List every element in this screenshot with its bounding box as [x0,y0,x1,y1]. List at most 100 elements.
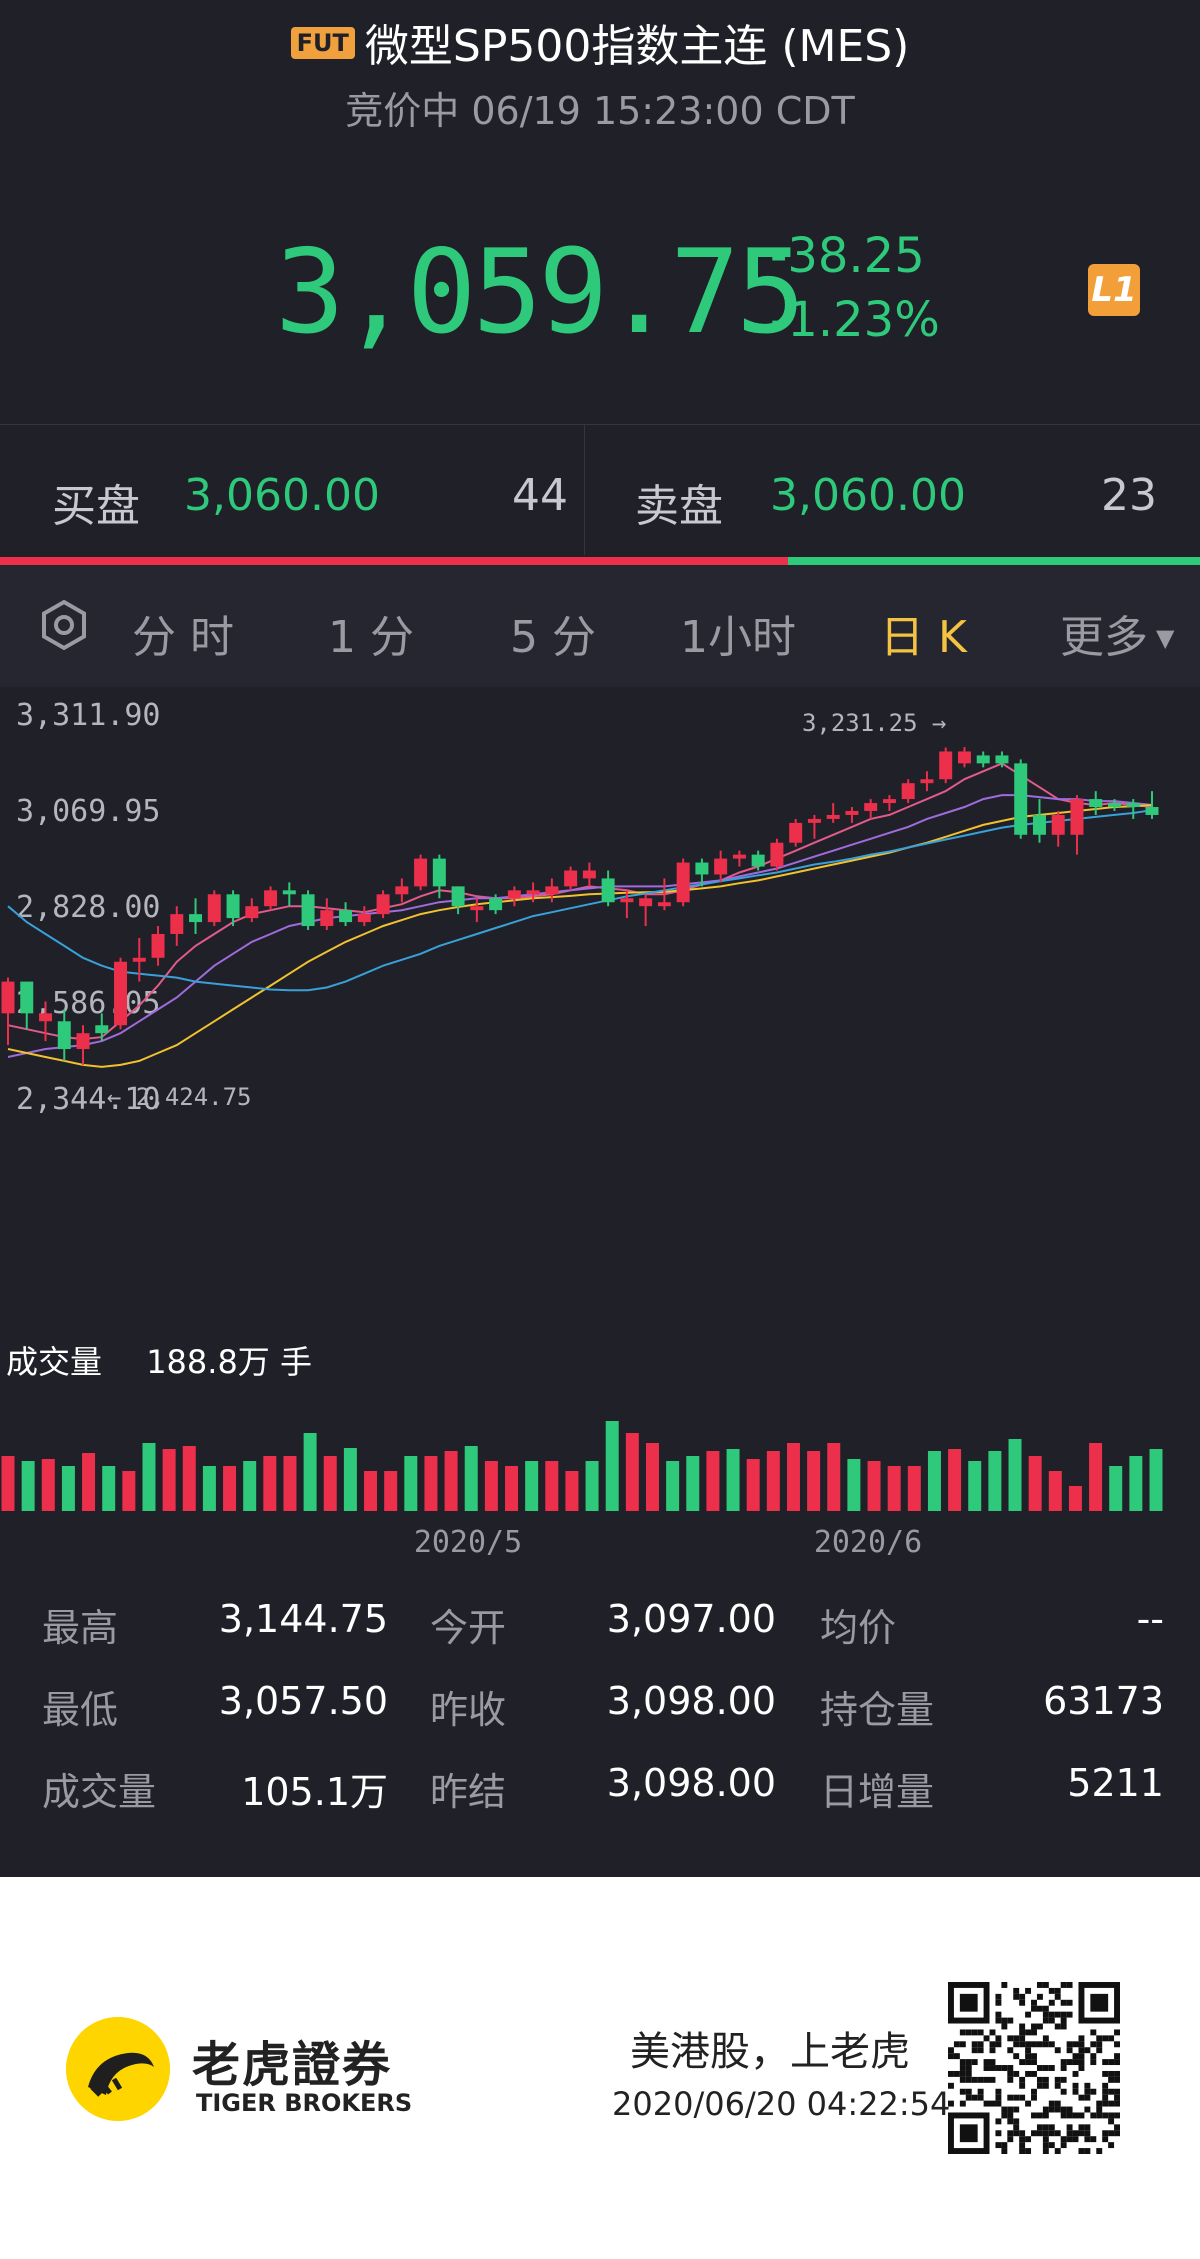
tab-5-minute[interactable]: 5 分 [510,612,596,663]
volume-bar [263,1456,277,1511]
qr-module [1072,2136,1079,2143]
tab-intraday[interactable]: 分 时 [132,612,234,663]
qr-module [1090,2029,1097,2036]
stat-label-open: 今开 [430,1606,507,1650]
volume-bar [1048,1471,1062,1511]
qr-module [1031,2088,1037,2095]
qr-module [1031,2053,1037,2060]
volume-bar [243,1461,257,1511]
volume-bar [162,1449,176,1511]
qr-module [965,2059,972,2066]
tab-1-hour[interactable]: 1小时 [680,612,796,663]
qr-module [1096,2100,1103,2107]
qr-module [971,2059,978,2066]
qr-module [1042,2041,1049,2048]
qr-module [1019,2023,1026,2030]
qr-module [1013,2094,1020,2101]
volume-bar [343,1448,357,1511]
qr-module [1090,2136,1097,2143]
stat-value-low: 3,057.50 [218,1679,388,1723]
qr-module [948,2070,954,2077]
qr-module [1036,2041,1043,2048]
qr-module [1036,2124,1043,2131]
qr-module [965,2065,972,2071]
candle-body [189,914,203,923]
stat-label-prev-close: 昨收 [430,1688,507,1732]
qr-module [1001,1982,1008,1988]
candle-body [170,914,184,934]
qr-module [1060,2023,1067,2030]
candle-body [807,818,821,823]
qr-module [1060,2106,1067,2113]
price-change-percent: -1.23% [770,292,940,348]
kline-chart[interactable]: 3,311.90 3,069.95 2,828.00 2,586.05 2,344.10… [0,687,1200,1577]
qr-module [1054,2082,1061,2089]
qr-module [1007,2118,1014,2125]
qr-module [1019,2076,1026,2083]
qr-module [1019,2041,1026,2048]
candle-body [732,854,746,859]
volume-bar [122,1471,136,1511]
qr-module [983,2100,990,2107]
qr-module [1102,2082,1109,2089]
trading-status: 竞价中 06/19 15:23:00 CDT [345,89,855,133]
volume-bar [102,1466,116,1511]
volume-bar [746,1459,760,1511]
slogan: 美港股，上老虎 [630,2029,910,2075]
divider [0,424,1200,425]
qr-module [1102,2088,1109,2095]
qr-module [1114,2070,1120,2077]
volume-bar [182,1446,196,1511]
qr-module [1114,2130,1120,2137]
qr-module [1114,2088,1120,2095]
brand-name-cn: 老虎證券 [192,2037,393,2093]
volume-bar [625,1433,639,1511]
candle-body [582,870,596,879]
volume-bar [887,1466,901,1511]
qr-module [989,2076,996,2083]
volume-bar [505,1466,519,1511]
candle-body [695,862,709,875]
candle-body [882,799,896,804]
volume-bar [807,1451,821,1511]
qr-module [948,2082,954,2089]
candle-body [1014,763,1028,835]
qr-module [971,2076,978,2083]
y-axis-label: 2,828.00 [16,890,161,925]
moving-average-line [7,762,1153,1041]
tab-1-minute[interactable]: 1 分 [328,612,414,663]
qr-module [1042,2076,1049,2083]
qr-module [1114,2076,1120,2083]
qr-module [995,2065,1002,2071]
candle-body [1070,799,1084,835]
qr-module [1007,2035,1014,2042]
volume-bar [142,1443,156,1511]
qr-module [1019,2130,1026,2137]
qr-module [1078,2124,1085,2131]
bid-price: 3,060.00 [184,470,380,521]
settings-icon[interactable] [38,599,90,651]
volume-bar [1109,1466,1123,1511]
stat-label-volume: 成交量 [42,1770,157,1814]
tab-more[interactable]: 更多 ▼ [1060,601,1174,665]
qr-module [1078,2065,1085,2071]
volume-bar [827,1443,841,1511]
level-one-badge[interactable]: L1 [1088,264,1140,316]
qr-module [1025,2053,1032,2060]
qr-module [1042,2082,1049,2089]
candle-body [282,890,296,895]
candle-body [376,894,390,915]
tab-daily-k[interactable]: 日 K [880,612,967,663]
qr-module [971,2047,978,2054]
qr-module [1048,2100,1055,2107]
qr-module [1108,2059,1115,2066]
qr-module [1048,2011,1055,2018]
candle-body [751,854,765,867]
qr-module [1036,1982,1043,1988]
share-timestamp: 2020/06/20 04:22:54 [612,2085,951,2123]
qr-module [1090,2112,1097,2119]
qr-module [1031,2130,1037,2137]
candle-body [320,910,334,927]
qr-module [1066,2136,1073,2143]
qr-module [1114,2094,1120,2101]
